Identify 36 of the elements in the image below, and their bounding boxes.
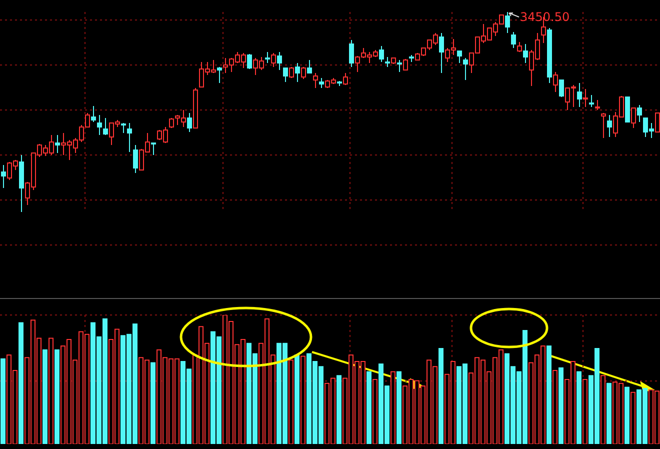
bar <box>150 362 156 444</box>
candlestick <box>97 114 102 136</box>
candlestick <box>1 164 6 188</box>
bar <box>624 386 630 444</box>
candlestick <box>577 82 582 108</box>
candlestick <box>133 144 138 174</box>
bar <box>18 322 24 444</box>
candlestick <box>19 154 24 212</box>
bar <box>366 371 372 444</box>
bar <box>582 379 588 444</box>
bar <box>372 379 378 444</box>
candlestick <box>583 88 588 108</box>
bar <box>390 371 396 444</box>
bar <box>438 348 444 444</box>
bar <box>54 349 60 444</box>
annotation: 3450.50 <box>520 10 570 24</box>
bar <box>396 371 402 444</box>
bar <box>576 371 582 444</box>
candlestick <box>55 134 60 154</box>
bar <box>336 375 342 444</box>
bar <box>0 358 6 444</box>
candlestick <box>127 122 132 152</box>
candlestick <box>505 12 510 34</box>
candlestick <box>607 114 612 138</box>
bar <box>606 382 612 444</box>
bar <box>558 367 564 444</box>
bar <box>300 356 306 444</box>
bar <box>48 338 54 444</box>
bar <box>42 349 48 444</box>
bar <box>294 354 300 444</box>
bar <box>546 345 552 444</box>
bar <box>288 360 294 444</box>
candlestick <box>523 44 528 64</box>
bar <box>630 392 636 444</box>
bar <box>552 370 558 444</box>
bar <box>600 375 606 444</box>
